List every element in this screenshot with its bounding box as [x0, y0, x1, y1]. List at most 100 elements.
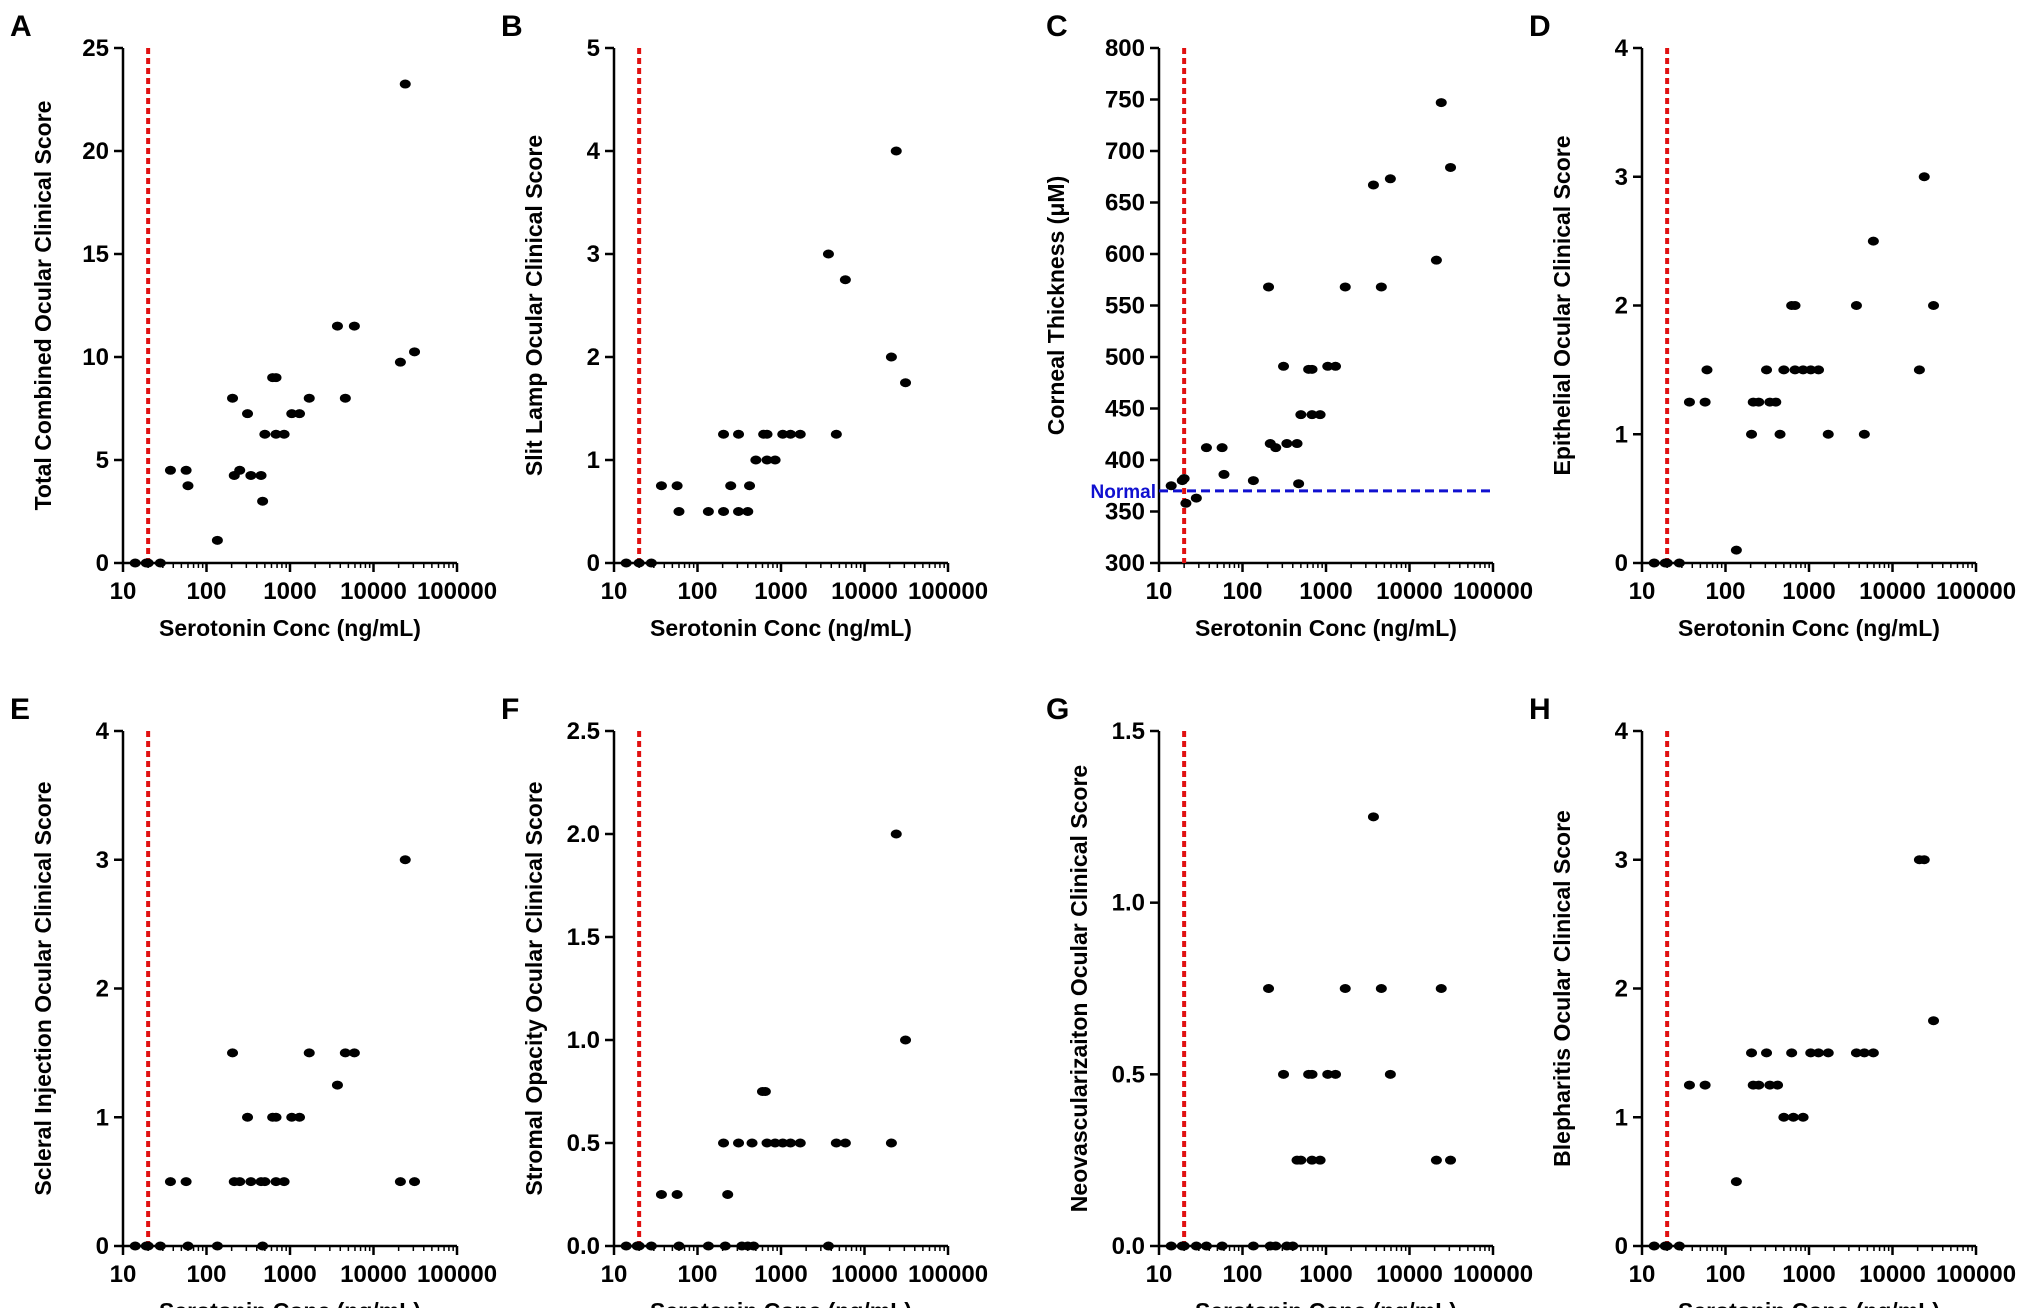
data-point	[1797, 1112, 1809, 1122]
x-tick-label: 10000	[831, 1261, 898, 1288]
x-tick-label: 10000	[831, 578, 898, 605]
data-point	[1314, 1155, 1326, 1165]
data-point	[1339, 984, 1351, 993]
data-point	[331, 1080, 343, 1090]
y-tick-label: 3	[1615, 847, 1628, 874]
data-point	[1797, 365, 1809, 375]
data-point	[673, 1241, 685, 1251]
x-tick-label: 1000	[1782, 1261, 1835, 1288]
data-point	[1190, 1241, 1202, 1251]
data-point	[339, 1048, 351, 1058]
data-point	[761, 455, 773, 465]
x-tick-label: 100	[677, 1261, 717, 1288]
y-tick-label: 15	[82, 241, 109, 268]
data-point	[1813, 365, 1825, 375]
y-tick-label: 1	[1615, 421, 1628, 448]
data-point	[303, 1048, 315, 1058]
x-tick-label: 100	[1222, 578, 1262, 605]
y-axis-label: Scleral Injection Ocular Clinical Score	[30, 781, 56, 1195]
data-point	[142, 558, 154, 568]
data-point	[1928, 1016, 1940, 1026]
data-point	[1928, 301, 1940, 310]
data-point	[1322, 1069, 1334, 1079]
data-point	[1822, 1048, 1834, 1058]
data-point	[1216, 1241, 1228, 1251]
data-point	[742, 507, 754, 516]
data-point	[211, 1241, 223, 1251]
data-point	[1867, 1048, 1879, 1058]
y-tick-label: 4	[96, 718, 110, 745]
data-point	[748, 1241, 760, 1251]
y-tick-label: 1	[96, 1104, 109, 1131]
data-point	[409, 347, 421, 357]
data-point	[785, 1138, 797, 1148]
data-point	[1673, 1241, 1685, 1251]
data-point	[890, 146, 902, 156]
x-tick-label: 100000	[417, 1261, 497, 1288]
y-tick-label: 750	[1105, 87, 1145, 114]
data-point	[1701, 365, 1713, 375]
data-point	[1805, 1048, 1817, 1058]
y-tick-label: 0	[96, 1233, 109, 1260]
data-point	[733, 429, 745, 439]
data-point	[1295, 410, 1307, 420]
data-point	[769, 455, 781, 465]
data-point	[1770, 397, 1782, 407]
x-axis-label: Serotonin Conc (ng/mL)	[1195, 1298, 1457, 1308]
y-tick-label: 1.5	[567, 924, 600, 951]
x-tick-label: 100000	[1936, 1261, 2016, 1288]
panel-b: B 0 1 2 3 4 5 10 100 1000 10000 100000 Serotonin Con…	[501, 10, 988, 641]
data-point	[1661, 1241, 1673, 1251]
y-tick-label: 0.0	[567, 1233, 600, 1260]
x-tick-label: 1000	[754, 1261, 807, 1288]
data-point	[1787, 1112, 1799, 1122]
y-tick-label: 1.0	[567, 1027, 600, 1054]
data-point	[839, 275, 851, 285]
data-point	[1858, 429, 1870, 439]
data-point	[278, 429, 290, 439]
data-point	[1699, 1080, 1711, 1090]
x-tick-label: 10	[1629, 578, 1656, 605]
y-tick-label: 10	[82, 344, 109, 371]
data-point	[1746, 1048, 1758, 1058]
data-point	[1330, 1069, 1342, 1079]
data-point	[399, 79, 411, 89]
panel-letter: A	[10, 10, 32, 43]
y-axis-label: Stromal Opacity Ocular Clinical Score	[521, 781, 547, 1195]
data-point	[702, 1241, 714, 1251]
data-point	[245, 1177, 257, 1187]
data-point	[900, 378, 912, 388]
data-point	[761, 429, 773, 439]
data-point	[164, 465, 176, 475]
data-point	[1761, 1048, 1773, 1058]
x-tick-label: 10	[110, 1261, 137, 1288]
data-point	[1648, 558, 1660, 568]
data-point	[242, 409, 254, 419]
data-point	[1247, 476, 1259, 486]
data-point	[655, 1190, 667, 1199]
x-tick-label: 10000	[1376, 1261, 1443, 1288]
data-point	[259, 1177, 271, 1187]
data-point	[785, 429, 797, 439]
data-point	[761, 1138, 773, 1148]
data-point	[1216, 443, 1228, 453]
y-axis-label: Corneal Thickness (μM)	[1043, 176, 1069, 435]
data-point	[718, 429, 730, 439]
data-point	[620, 1241, 632, 1251]
normal-label: Normal	[1091, 482, 1156, 503]
panel-letter: E	[10, 693, 30, 726]
y-tick-label: 20	[82, 138, 109, 165]
data-point	[1322, 361, 1334, 371]
data-point	[286, 1112, 298, 1122]
data-point	[719, 1241, 731, 1251]
panel-letter: B	[501, 10, 523, 43]
data-point	[348, 1048, 360, 1058]
data-point	[885, 1138, 897, 1148]
data-point	[1822, 429, 1834, 439]
data-point	[1200, 1241, 1212, 1251]
panel-g: G 0.0 0.5 1.0 1.5 10 100 1000 10000 100000 Seroton…	[1046, 693, 1533, 1308]
x-tick-label: 10	[601, 578, 628, 605]
data-point	[227, 393, 239, 403]
data-point	[211, 535, 223, 545]
y-tick-label: 2	[1615, 293, 1628, 320]
